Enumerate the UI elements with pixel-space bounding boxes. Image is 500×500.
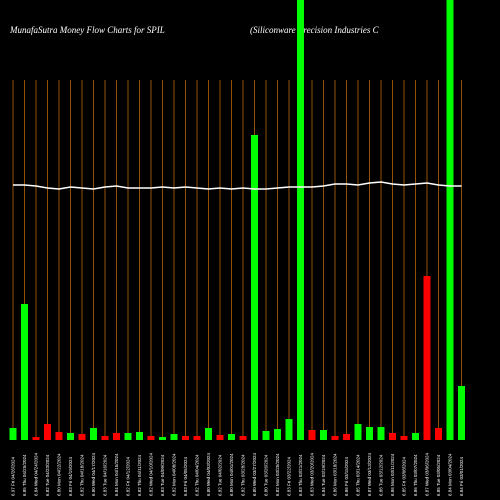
bar bbox=[458, 386, 465, 440]
bar bbox=[124, 433, 132, 440]
bar bbox=[205, 428, 212, 440]
price-line bbox=[13, 181, 462, 190]
bar bbox=[285, 419, 293, 440]
x-tick-label: 6.85 Thu 04/25/2024 bbox=[22, 454, 27, 496]
x-tick-label: 6.84 Fri 03/01/2024 bbox=[459, 456, 464, 496]
x-tick-label: 6.82 Thu 04/18/2024 bbox=[80, 454, 85, 496]
x-tick-label: 6.84 Wed 04/24/2024 bbox=[34, 453, 39, 496]
bar bbox=[366, 427, 373, 440]
bar bbox=[423, 276, 431, 440]
x-tick-label: 6.83 Fri 04/19/2024 bbox=[68, 456, 73, 496]
x-tick-label: 6.87 Wed 03/06/2024 bbox=[425, 453, 430, 496]
chart-title: MunafaSutra Money Flow Charts for SPIL bbox=[9, 25, 165, 35]
x-tick-label: 6.86 Thu 03/07/2024 bbox=[413, 454, 418, 496]
bar bbox=[320, 430, 327, 440]
x-tick-label: 6.82 Fri 04/12/2024 bbox=[126, 456, 131, 496]
bar bbox=[78, 434, 86, 440]
x-tick-label: 6.82 Mon 03/25/2024 bbox=[275, 453, 280, 496]
x-tick-label: 6.84 Mon 03/04/2024 bbox=[448, 453, 453, 496]
bar bbox=[193, 436, 201, 440]
bar bbox=[228, 434, 235, 440]
bar bbox=[446, 0, 454, 440]
bar bbox=[308, 430, 316, 440]
x-tick-label: 6.83 Tue 04/09/2024 bbox=[160, 454, 165, 496]
bar bbox=[239, 436, 247, 440]
x-tick-label: 6.80 Wed 04/03/2024 bbox=[206, 453, 211, 496]
bar bbox=[331, 436, 339, 440]
bar bbox=[343, 434, 350, 440]
x-tick-label: 6.83 Tue 04/16/2024 bbox=[103, 454, 108, 496]
x-tick-label: 6.80 Mon 04/01/2024 bbox=[229, 453, 234, 496]
bar bbox=[262, 431, 270, 440]
x-tick-label: 6.80 Mon 04/22/2024 bbox=[57, 453, 62, 496]
bar bbox=[251, 135, 258, 440]
x-tick-label: 6.83 Thu 03/21/2024 bbox=[298, 454, 303, 496]
bar bbox=[21, 304, 28, 440]
bar bbox=[170, 434, 178, 440]
chart-subtitle: (Siliconware Precision Industries C bbox=[250, 25, 380, 35]
x-tick-label: 6.82 Mon 04/08/2024 bbox=[172, 453, 177, 496]
x-tick-label: 6.80 Tue 03/26/2024 bbox=[264, 454, 269, 496]
bar bbox=[400, 436, 408, 440]
bar bbox=[32, 437, 40, 440]
bar bbox=[101, 436, 109, 440]
x-tick-label: 6.85 Thu 03/14/2024 bbox=[356, 454, 361, 496]
bar bbox=[55, 432, 63, 440]
bar bbox=[354, 424, 362, 440]
x-tick-label: 6.86 Fri 03/15/2024 bbox=[344, 456, 349, 496]
x-tick-label: 6.82 Thu 03/28/2024 bbox=[241, 454, 246, 496]
x-tick-label: 6.88 Tue 03/12/2024 bbox=[379, 454, 384, 496]
bar bbox=[147, 436, 155, 440]
x-tick-label: 6.80 Wed 04/17/2024 bbox=[91, 453, 96, 496]
x-tick-label: 6.83 Fri 03/22/2024 bbox=[287, 456, 292, 496]
x-tick-label: 6.83 Wed 03/20/2024 bbox=[310, 453, 315, 496]
bar bbox=[136, 432, 143, 440]
bar bbox=[113, 433, 120, 440]
bar bbox=[389, 433, 396, 440]
x-tick-label: 6.87 Wed 03/13/2024 bbox=[367, 453, 372, 496]
x-tick-label: 6.82 Tue 04/02/2024 bbox=[218, 454, 223, 496]
x-tick-label: 6.84 Mon 04/15/2024 bbox=[114, 453, 119, 496]
x-tick-label: 6.82 Thu 04/11/2024 bbox=[137, 454, 142, 496]
x-tick-label: 6.97 Fri 04/26/2024 bbox=[11, 456, 16, 496]
x-tick-label: 6.85 Fri 03/08/2024 bbox=[402, 456, 407, 496]
bar bbox=[159, 437, 166, 440]
x-tick-label: 6.84 Tue 03/19/2024 bbox=[321, 454, 326, 496]
bar bbox=[90, 428, 97, 440]
x-tick-label: 6.86 Mon 03/11/2024 bbox=[390, 453, 395, 496]
x-tick-label: 6.83 Fri 04/05/2024 bbox=[183, 456, 188, 496]
x-tick-label: 6.85 Tue 03/05/2024 bbox=[436, 454, 441, 496]
bar bbox=[9, 428, 17, 440]
x-tick-label: 6.82 Wed 04/10/2024 bbox=[149, 453, 154, 496]
x-tick-label: 6.82 Thu 04/04/2024 bbox=[195, 454, 200, 496]
bar bbox=[297, 0, 304, 440]
bar bbox=[412, 433, 419, 440]
bar bbox=[274, 429, 281, 440]
bar bbox=[44, 424, 51, 440]
x-tick-label: 6.86 Mon 03/18/2024 bbox=[333, 453, 338, 496]
x-tick-label: 6.80 Wed 03/27/2024 bbox=[252, 453, 257, 496]
bar bbox=[377, 427, 385, 440]
x-tick-label: 6.82 Tue 04/23/2024 bbox=[45, 454, 50, 496]
bar bbox=[67, 433, 74, 440]
bar bbox=[435, 428, 442, 440]
bar bbox=[182, 436, 189, 440]
bar bbox=[216, 435, 224, 440]
